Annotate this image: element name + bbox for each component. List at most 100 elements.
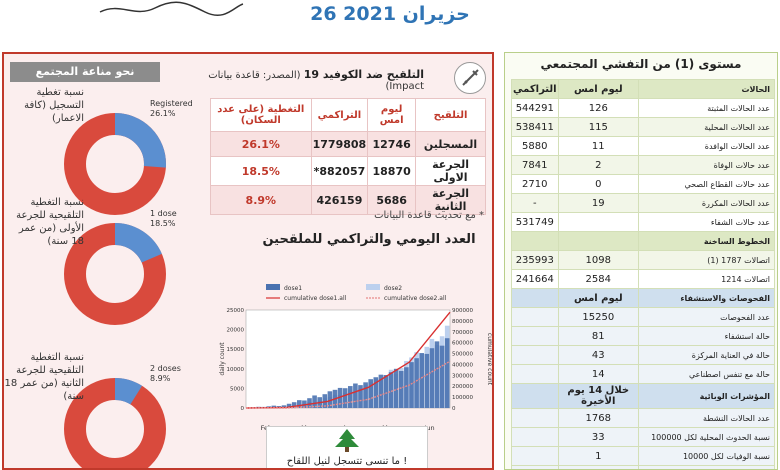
row-cumulative: [511, 446, 559, 466]
coverage-donut: 2 doses 8.9% نسبة التغطية التلقيحية للجرعة…: [5, 352, 181, 468]
row-yesterday: [557, 231, 640, 251]
row-cumulative: [511, 427, 559, 447]
cedar-logo-icon: [335, 429, 359, 452]
row-cumulative: [511, 465, 559, 469]
table-row: نسبة الوفيات لكل 10000 1: [511, 446, 775, 466]
row-yesterday: 2: [557, 155, 640, 175]
y2-tick-label: 400000: [452, 362, 473, 368]
table-row: حالة مع تنفس اصطناعي 14: [511, 364, 775, 384]
donut-chart: [64, 378, 166, 468]
row-cumulative: 1779808: [310, 131, 369, 157]
legend-label-cum1: cumulative dose1.all: [284, 295, 347, 302]
row-yesterday: [557, 212, 640, 232]
row-label: الحالات: [638, 79, 775, 99]
community-immunity-header: نحو مناعة المجتمع: [10, 62, 160, 82]
donut-slice-label: 1 dose 18.5%: [150, 209, 210, 229]
header-logo-scribble: [99, 1, 244, 16]
table-row: عدد حالات الوفاة 2 7841: [511, 155, 775, 175]
vaccination-header-yesterday: ليوم امس: [367, 98, 417, 132]
row-label: الجرعة الاولى: [415, 156, 486, 186]
row-cumulative: 531749: [511, 212, 559, 232]
bar-dose1: [363, 382, 368, 408]
bar-dose1: [373, 377, 379, 408]
chart-title: العدد اليومي والتراكمي للملقحين: [262, 232, 476, 247]
row-label: عدد الحالات النشطة: [638, 408, 775, 428]
row-label: نسبة الحدوث المحلية لكل 100000: [638, 427, 775, 447]
row-cumulative: -: [511, 193, 559, 213]
row-yesterday: 126: [557, 98, 640, 118]
table-row: اتصالات 1214 2584 241664: [511, 269, 775, 289]
bar-dose1: [368, 379, 373, 408]
row-cumulative: 241664: [511, 269, 559, 289]
bar-dose1: [281, 405, 287, 408]
donut-slice-name: 2 doses: [150, 364, 181, 373]
table-row: الجرعة الثانية 5686 426159 8.9%: [210, 185, 486, 215]
vaccination-header-coverage: التغطية (على عدد السكان): [210, 98, 312, 132]
coverage-donut: 1 dose 18.5% نسبة التغطية التلقيحية للجرعة…: [10, 197, 177, 325]
table-row: عدد الحالات المحلية 115 538411: [511, 117, 775, 137]
row-label: اتصالات 1214: [638, 269, 775, 289]
vaccination-table: التلقيح ليوم امس التراكمي التغطية (على ع…: [210, 98, 486, 215]
bar-dose1: [429, 348, 435, 408]
row-yesterday: 33: [557, 427, 640, 447]
slogan-text: ما تنسى تتسجل لنيل اللقاح !: [286, 456, 408, 467]
row-yesterday: ليوم امس: [557, 288, 640, 308]
row-label: حالة في العناية المركزة: [638, 345, 775, 365]
bar-dose1: [286, 403, 292, 408]
database-update-note: * مع تحديث قاعدة البيانات: [374, 210, 484, 221]
row-yesterday: 115: [557, 117, 640, 137]
row-label: عدد حالات القطاع الصحي: [638, 174, 775, 194]
row-label: اتصالات 1787 (1): [638, 250, 775, 270]
outbreak-stats-table: الحالات ليوم امس التراكمي عدد الحالات المثب…: [511, 79, 775, 469]
y2-axis-label: cumulative count: [486, 333, 493, 386]
row-yesterday: 5686: [367, 185, 417, 215]
row-yesterday: 11: [557, 136, 640, 156]
bar-dose1: [399, 370, 404, 408]
row-label: الخطوط الساخنة: [638, 231, 775, 251]
donut-remaining-slice: [64, 378, 166, 468]
vaccination-header-cumulative: التراكمي: [310, 98, 369, 132]
vaccination-title-source: (المصدر: قاعدة بيانات Impact): [208, 70, 424, 92]
bar-dose1: [271, 405, 277, 408]
vaccination-panel: نحو مناعة المجتمع Registered 26.1% نسبة تغ…: [2, 52, 494, 470]
row-cumulative: 235993: [511, 250, 559, 270]
bar-dose1: [419, 353, 424, 408]
legend-label-dose2: dose2: [384, 285, 402, 292]
donut-description: نسبة التغطية التلقيحية للجرعة الأولى (من…: [16, 197, 84, 247]
row-yesterday: 1768: [557, 408, 640, 428]
row-cumulative: [511, 326, 559, 346]
table-row: المسجلين 12746 1779808 26.1%: [210, 131, 486, 157]
table-row: الحالات ليوم امس التراكمي: [511, 79, 775, 99]
row-cumulative: 538411: [511, 117, 559, 137]
row-label: المؤشرات الوبائية: [638, 383, 775, 409]
row-cumulative: 882057*: [310, 156, 369, 186]
row-yesterday: 0: [557, 174, 640, 194]
bar-dose1: [353, 383, 358, 408]
row-label: الجرعة الثانية: [415, 185, 486, 215]
vaccination-title-main: التلقيح ضد الكوفيد 19: [303, 68, 424, 81]
donut-slice-label: Registered 26.1%: [150, 99, 210, 119]
row-coverage: 26.1%: [210, 131, 312, 157]
donut-slice-name: 1 dose: [150, 209, 177, 218]
table-row: الفحوصات والاستشفاء ليوم امس: [511, 288, 775, 308]
row-label: المسجلين: [415, 131, 486, 157]
table-row: عدد الحالات الوافدة 11 5880: [511, 136, 775, 156]
donut-slice-name: Registered: [150, 99, 193, 108]
row-yesterday: ليوم امس: [557, 79, 640, 99]
row-label: نسبة الفحوصات المحلية لكل 100000: [638, 465, 775, 469]
bar-dose1: [291, 402, 297, 408]
registration-slogan-box: ما تنسى تتسجل لنيل اللقاح !: [266, 426, 428, 468]
bar-dose1: [348, 386, 353, 408]
row-yesterday: 2163: [557, 465, 640, 469]
donut-chart: [64, 113, 166, 215]
table-row: عدد الحالات المثبتة 126 544291: [511, 98, 775, 118]
row-yesterday: 43: [557, 345, 640, 365]
row-yesterday: 18870: [367, 156, 417, 186]
y2-tick-label: 600000: [452, 341, 473, 347]
donut-description: نسبة التغطية التلقيحية للجرعة الثانية (م…: [4, 352, 84, 402]
table-row: عدد الحالات النشطة 1768: [511, 408, 775, 428]
table-row: الخطوط الساخنة: [511, 231, 775, 251]
row-label: عدد حالات الوفاة: [638, 155, 775, 175]
donut-slice-value: 26.1%: [150, 109, 176, 118]
bar-dose1: [307, 398, 312, 408]
